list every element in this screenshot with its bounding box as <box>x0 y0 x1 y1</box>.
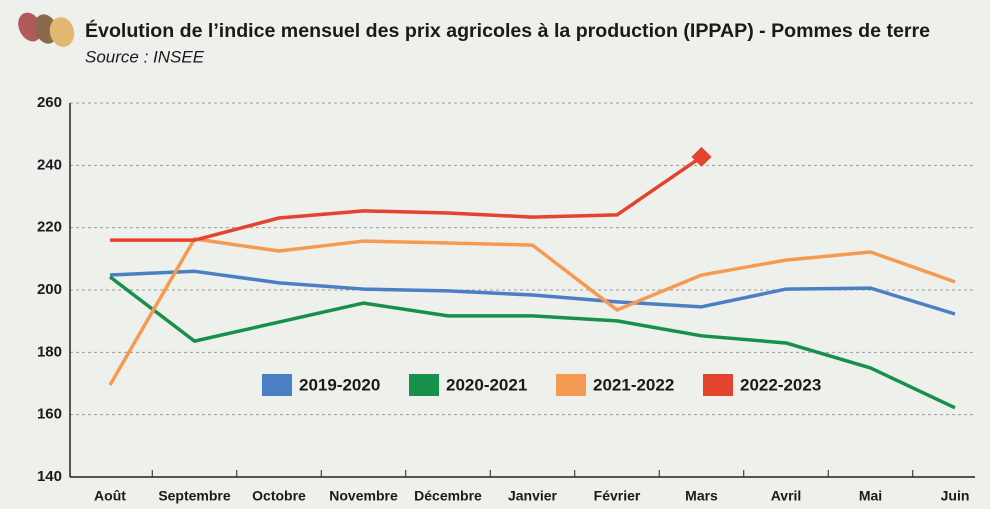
legend-swatch <box>409 374 439 396</box>
legend-swatch <box>262 374 292 396</box>
y-tick-label: 180 <box>37 343 62 360</box>
series-line <box>108 237 956 386</box>
series-line <box>109 269 956 316</box>
x-tick-label: Novembre <box>329 488 398 504</box>
x-tick-label: Décembre <box>414 488 482 504</box>
x-tick-label: Septembre <box>158 488 231 504</box>
y-tick-label: 160 <box>37 406 62 423</box>
x-tick-label: Mars <box>685 488 718 504</box>
series-line <box>110 155 703 242</box>
x-tick-label: Février <box>594 488 641 504</box>
legend-swatch <box>556 374 586 396</box>
x-tick-label: Octobre <box>252 488 306 504</box>
y-tick-label: 220 <box>37 219 62 236</box>
y-tick-label: 200 <box>37 281 62 298</box>
legend-label: 2021-2022 <box>593 375 674 394</box>
x-tick-label: Août <box>94 488 126 504</box>
legend-label: 2022-2023 <box>740 375 821 394</box>
y-tick-label: 140 <box>37 468 62 485</box>
y-tick-label: 240 <box>37 156 62 173</box>
chart-title: Évolution de l’indice mensuel des prix a… <box>85 20 930 42</box>
x-tick-label: Avril <box>771 488 802 504</box>
x-tick-label: Janvier <box>508 488 558 504</box>
legend-label: 2020-2021 <box>446 375 527 394</box>
end-marker <box>691 146 712 167</box>
legend-swatch <box>703 374 733 396</box>
x-tick-label: Mai <box>859 488 882 504</box>
potato-icon <box>18 12 75 47</box>
series-line <box>108 275 956 410</box>
legend-label: 2019-2020 <box>299 375 380 394</box>
y-tick-label: 260 <box>37 94 62 111</box>
x-tick-label: Juin <box>941 488 970 504</box>
chart-subtitle: Source : INSEE <box>85 47 205 66</box>
